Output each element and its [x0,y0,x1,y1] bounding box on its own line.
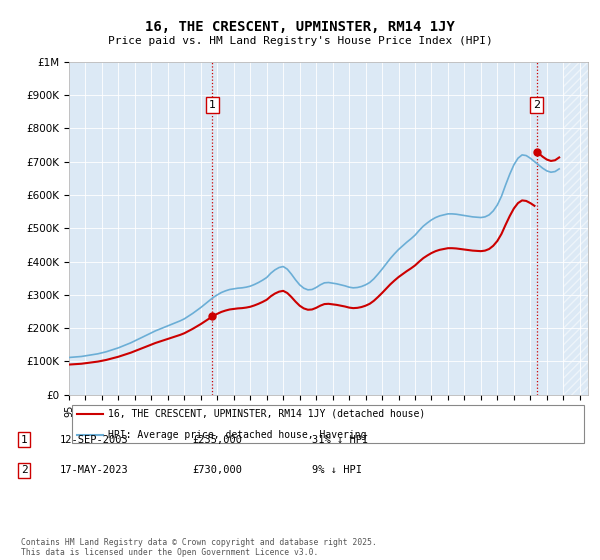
FancyBboxPatch shape [71,405,584,443]
Text: 17-MAY-2023: 17-MAY-2023 [60,465,129,475]
Text: £730,000: £730,000 [192,465,242,475]
Text: £235,000: £235,000 [192,435,242,445]
Bar [563,62,588,395]
Text: Contains HM Land Registry data © Crown copyright and database right 2025.
This d: Contains HM Land Registry data © Crown c… [21,538,377,557]
Text: Price paid vs. HM Land Registry's House Price Index (HPI): Price paid vs. HM Land Registry's House … [107,36,493,46]
Text: 2: 2 [533,100,540,110]
Text: 12-SEP-2003: 12-SEP-2003 [60,435,129,445]
Text: 1: 1 [209,100,216,110]
Text: 16, THE CRESCENT, UPMINSTER, RM14 1JY: 16, THE CRESCENT, UPMINSTER, RM14 1JY [145,20,455,34]
Text: 1: 1 [20,435,28,445]
Text: 31% ↓ HPI: 31% ↓ HPI [312,435,368,445]
Text: 16, THE CRESCENT, UPMINSTER, RM14 1JY (detached house): 16, THE CRESCENT, UPMINSTER, RM14 1JY (d… [108,409,425,419]
Text: 9% ↓ HPI: 9% ↓ HPI [312,465,362,475]
Text: HPI: Average price, detached house, Havering: HPI: Average price, detached house, Have… [108,430,367,440]
Text: 2: 2 [20,465,28,475]
